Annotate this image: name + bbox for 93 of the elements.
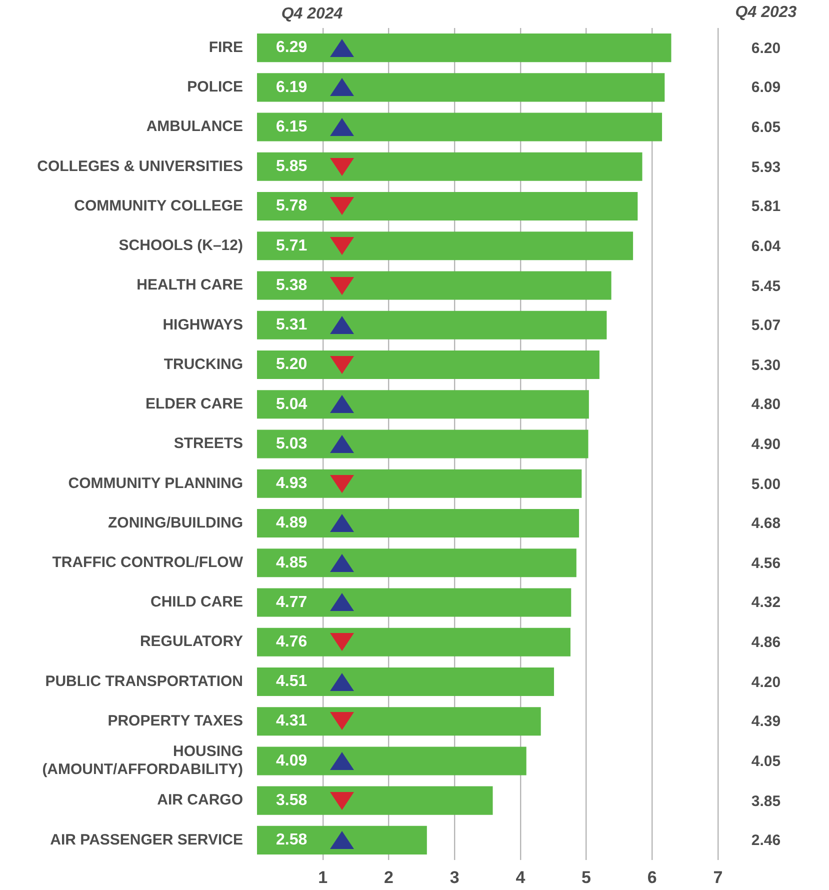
text: 4.80 — [750, 396, 782, 414]
bar — [257, 112, 662, 142]
data-label: 5.71 — [276, 237, 308, 254]
text: 4.39 — [750, 713, 782, 730]
y-tick-label: PUBLIC TRANSPORTATION — [45, 672, 243, 690]
data-label: 5.03 — [276, 435, 308, 452]
data-label: 5.38 — [276, 276, 308, 294]
y-tick-label: COLLEGES & UNIVERSITIES — [37, 158, 243, 175]
y-tick-label: FIRE — [208, 38, 243, 56]
x-tick-label: 6 — [647, 868, 657, 887]
data-label: 3.58 — [276, 792, 308, 809]
y-tick-label: HOUSING (AMOUNT/AFFORDABILITY) — [42, 743, 243, 778]
y-tick-label: SCHOOLS (K–12) — [118, 237, 243, 254]
y-tick-label: CHILD CARE — [150, 594, 243, 611]
bar — [257, 192, 638, 221]
text: 5.07 — [750, 317, 782, 334]
bar — [257, 508, 580, 538]
text: 4.68 — [750, 515, 782, 532]
y-tick-label: ZONING/BUILDING — [108, 514, 243, 532]
data-label: 4.93 — [276, 475, 308, 492]
data-label: 4.89 — [276, 514, 308, 532]
data-label: 4.51 — [276, 673, 308, 690]
data-label: 6.19 — [276, 78, 308, 96]
bar — [257, 34, 672, 62]
text: 6.05 — [750, 119, 782, 136]
y-tick-label: ELDER CARE — [145, 396, 243, 413]
y-tick-label: TRUCKING — [164, 356, 243, 373]
x-tick-label: 5 — [582, 868, 592, 887]
text: 4.05 — [750, 752, 782, 770]
bar — [257, 746, 526, 776]
text: 2.46 — [750, 832, 782, 850]
text: 5.45 — [750, 278, 782, 295]
data-label: 4.09 — [276, 752, 308, 770]
bar — [257, 390, 589, 419]
bar — [257, 826, 427, 854]
y-tick-label: STREETS — [174, 435, 243, 452]
text: 6.20 — [750, 40, 782, 57]
y-tick-label: TRAFFIC CONTROL/FLOW — [52, 554, 244, 571]
y-tick-label: HIGHWAYS — [162, 316, 243, 334]
y-tick-label: AIR CARGO — [157, 792, 244, 809]
data-label: 5.04 — [276, 396, 308, 413]
bar — [257, 73, 665, 102]
bar — [257, 786, 493, 815]
text: 5.81 — [750, 198, 782, 216]
y-tick-label: COMMUNITY COLLEGE — [74, 197, 243, 214]
bar — [257, 152, 642, 181]
data-label: 5.31 — [276, 316, 308, 334]
text: 5.00 — [750, 476, 782, 493]
y-tick-label: AMBULANCE — [146, 118, 243, 136]
text: 4.56 — [750, 554, 782, 572]
x-tick-label: 2 — [384, 868, 394, 887]
x-tick-label: 4 — [516, 868, 526, 887]
text: 4.86 — [750, 634, 782, 652]
data-label: 5.20 — [276, 356, 308, 374]
data-label: 5.78 — [276, 198, 308, 215]
bar — [257, 628, 570, 656]
x-tick-label: 7 — [713, 868, 723, 887]
data-label: 4.77 — [276, 594, 308, 611]
x-tick-label: 1 — [318, 868, 328, 887]
text: 4.90 — [750, 436, 782, 453]
y-tick-label: HEALTH CARE — [136, 276, 243, 294]
bar — [257, 548, 576, 578]
text: 3.85 — [750, 792, 782, 810]
data-label: 2.58 — [276, 832, 308, 849]
y-tick-label: AIR PASSENGER SERVICE — [50, 831, 243, 848]
data-label: 6.29 — [276, 39, 308, 56]
text: 6.09 — [750, 79, 782, 96]
data-label: 4.31 — [276, 712, 308, 730]
text: 4.20 — [750, 674, 782, 691]
bar — [257, 469, 582, 498]
bar — [257, 430, 588, 458]
text: 4.32 — [750, 594, 782, 612]
data-label: 6.15 — [276, 118, 308, 136]
series-label: Q4 2024 — [281, 5, 343, 22]
bar — [257, 232, 634, 260]
y-tick-label: PROPERTY TAXES — [108, 712, 243, 730]
data-label: 5.85 — [276, 158, 308, 176]
x-tick-label: 3 — [450, 868, 460, 887]
bar — [257, 350, 600, 380]
bar — [257, 707, 541, 736]
y-tick-label: POLICE — [187, 78, 243, 96]
data-label: 4.85 — [276, 554, 308, 572]
bar — [257, 310, 607, 340]
bar — [257, 667, 554, 696]
y-tick-label: REGULATORY — [140, 633, 243, 650]
text: 5.93 — [750, 158, 782, 176]
bar — [257, 588, 572, 617]
text: Q4 2023 — [734, 4, 798, 22]
data-label: 4.76 — [276, 634, 308, 650]
y-tick-label: COMMUNITY PLANNING — [68, 474, 243, 492]
bar — [257, 271, 612, 300]
text: 6.04 — [750, 238, 782, 255]
text: 5.30 — [750, 356, 782, 374]
